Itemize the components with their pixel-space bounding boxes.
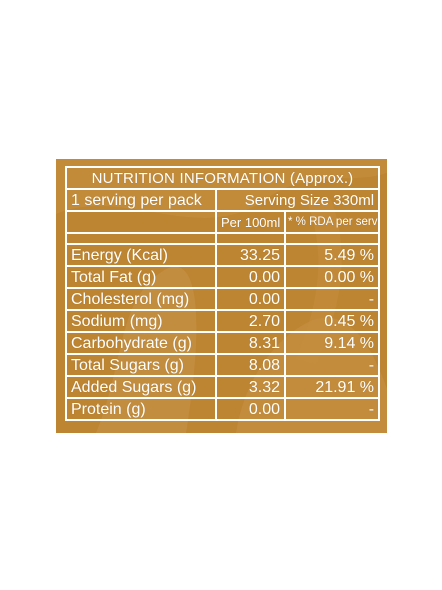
rda-value: 9.14 % <box>283 331 381 355</box>
table-row: Added Sugars (g) 3.32 21.91 % <box>65 375 381 399</box>
rda-value: 21.91 % <box>283 375 381 399</box>
per-100ml-value: 8.08 <box>215 353 286 377</box>
table-row: Cholesterol (mg) 0.00 - <box>65 287 381 311</box>
nutrition-table: NUTRITION INFORMATION (Approx.) 1 servin… <box>64 166 381 421</box>
rda-value: - <box>283 353 381 377</box>
per-100ml-value: 3.32 <box>215 375 286 399</box>
header-blank <box>65 210 217 234</box>
serving-size: Serving Size 330ml <box>214 188 381 212</box>
nutrient-name: Cholesterol (mg) <box>65 287 217 311</box>
nutrient-name: Added Sugars (g) <box>65 375 217 399</box>
serving-row: 1 serving per pack Serving Size 330ml <box>65 188 381 212</box>
per-100ml-value: 2.70 <box>215 309 286 333</box>
rda-value: 0.00 % <box>283 265 381 289</box>
per-100ml-value: 0.00 <box>215 287 286 311</box>
table-row: Carbohydrate (g) 8.31 9.14 % <box>65 331 381 355</box>
nutrition-title: NUTRITION INFORMATION (Approx.) <box>64 166 381 190</box>
nutrient-name: Sodium (mg) <box>65 309 217 333</box>
table-row: Total Fat (g) 0.00 0.00 % <box>65 265 381 289</box>
table-row: Protein (g) 0.00 - <box>65 397 381 421</box>
nutrition-panel: NUTRITION INFORMATION (Approx.) 1 servin… <box>56 159 387 433</box>
nutrient-name: Carbohydrate (g) <box>65 331 217 355</box>
column-header-row: Per 100ml * % RDA per serve <box>65 210 381 234</box>
header-per-100ml: Per 100ml <box>215 210 286 234</box>
table-row: Total Sugars (g) 8.08 - <box>65 353 381 377</box>
rda-value: 5.49 % <box>283 243 381 267</box>
table-row: Energy (Kcal) 33.25 5.49 % <box>65 243 381 267</box>
per-100ml-value: 0.00 <box>215 397 286 421</box>
per-100ml-value: 8.31 <box>215 331 286 355</box>
rda-value: 0.45 % <box>283 309 381 333</box>
servings-per-pack: 1 serving per pack <box>65 188 217 212</box>
nutrient-name: Protein (g) <box>65 397 217 421</box>
nutrient-name: Total Fat (g) <box>65 265 217 289</box>
spacer-row <box>65 232 381 245</box>
rda-value: - <box>283 287 381 311</box>
per-100ml-value: 0.00 <box>215 265 286 289</box>
header-rda: * % RDA per serve <box>283 210 381 234</box>
table-row: Sodium (mg) 2.70 0.45 % <box>65 309 381 333</box>
rda-value: - <box>283 397 381 421</box>
nutrient-name: Total Sugars (g) <box>65 353 217 377</box>
nutrient-name: Energy (Kcal) <box>65 243 217 267</box>
per-100ml-value: 33.25 <box>215 243 286 267</box>
title-row: NUTRITION INFORMATION (Approx.) <box>64 166 381 190</box>
